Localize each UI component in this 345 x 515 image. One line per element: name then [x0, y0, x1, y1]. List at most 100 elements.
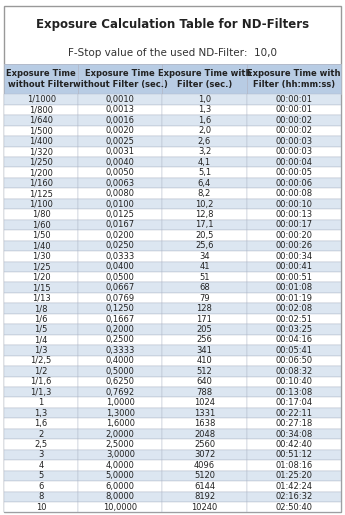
Text: 2: 2 [39, 430, 44, 438]
Text: 3: 3 [39, 451, 44, 459]
Text: 1638: 1638 [194, 419, 215, 428]
Bar [78, 314, 162, 324]
Bar [162, 64, 247, 94]
Text: 2,6: 2,6 [198, 137, 211, 146]
Text: 1/13: 1/13 [32, 294, 51, 303]
Text: 00:00:05: 00:00:05 [275, 168, 312, 177]
Bar [247, 282, 341, 293]
Text: 1,3000: 1,3000 [106, 408, 135, 418]
Text: 00:01:19: 00:01:19 [275, 294, 312, 303]
Text: 2,0000: 2,0000 [106, 430, 135, 438]
Bar [78, 376, 162, 387]
Bar [162, 262, 247, 272]
Text: 4,1: 4,1 [198, 158, 211, 167]
Bar [78, 209, 162, 220]
Text: 1/640: 1/640 [29, 116, 53, 125]
Text: 0,0400: 0,0400 [106, 262, 135, 271]
Text: 00:17:04: 00:17:04 [275, 398, 312, 407]
Bar [4, 471, 78, 481]
Text: 171: 171 [197, 315, 213, 323]
Bar [162, 376, 247, 387]
Bar [247, 115, 341, 126]
Text: 00:00:08: 00:00:08 [275, 189, 312, 198]
Bar [162, 502, 247, 512]
Bar [4, 418, 78, 429]
Text: 00:00:20: 00:00:20 [275, 231, 312, 240]
Bar [4, 491, 78, 502]
Bar [162, 345, 247, 356]
Text: 00:22:11: 00:22:11 [275, 408, 312, 418]
Bar [247, 147, 341, 157]
Bar [4, 64, 78, 94]
Text: 1/400: 1/400 [29, 137, 53, 146]
Text: 1/4: 1/4 [34, 335, 48, 345]
Text: 00:00:26: 00:00:26 [275, 242, 312, 250]
Text: 1,0: 1,0 [198, 95, 211, 104]
Bar [78, 105, 162, 115]
Text: 1/20: 1/20 [32, 273, 50, 282]
Text: 0,0333: 0,0333 [106, 252, 135, 261]
Bar [78, 126, 162, 136]
Text: 00:00:17: 00:00:17 [275, 220, 312, 230]
Bar [247, 356, 341, 366]
Bar [4, 398, 78, 408]
Text: 00:00:34: 00:00:34 [275, 252, 312, 261]
Text: 2048: 2048 [194, 430, 215, 438]
Bar [162, 94, 247, 105]
Text: 1: 1 [39, 398, 44, 407]
Bar [78, 178, 162, 188]
Text: 0,7692: 0,7692 [106, 388, 135, 397]
Text: 00:00:01: 00:00:01 [275, 106, 312, 114]
Bar [4, 450, 78, 460]
Text: 0,1667: 0,1667 [106, 315, 135, 323]
Text: 1,6000: 1,6000 [106, 419, 135, 428]
Text: 1/5: 1/5 [34, 325, 48, 334]
Bar [4, 136, 78, 147]
Text: 2,5000: 2,5000 [106, 440, 135, 449]
Text: 0,0100: 0,0100 [106, 199, 135, 209]
Text: 68: 68 [199, 283, 210, 292]
Text: 00:13:08: 00:13:08 [275, 388, 312, 397]
Text: 00:34:08: 00:34:08 [275, 430, 312, 438]
Bar [78, 251, 162, 262]
Bar [162, 439, 247, 450]
Bar [4, 94, 78, 105]
Bar [162, 115, 247, 126]
Bar [162, 450, 247, 460]
Text: 02:16:32: 02:16:32 [275, 492, 312, 501]
Text: 6,0000: 6,0000 [106, 482, 135, 491]
Text: 0,2000: 0,2000 [106, 325, 135, 334]
Text: 1,0000: 1,0000 [106, 398, 135, 407]
Bar [247, 272, 341, 282]
Text: 1/1,6: 1/1,6 [30, 377, 52, 386]
Text: 00:00:02: 00:00:02 [275, 116, 312, 125]
Bar [78, 460, 162, 471]
Text: 4096: 4096 [194, 461, 215, 470]
Text: 0,0769: 0,0769 [106, 294, 135, 303]
Bar [247, 262, 341, 272]
Text: 0,4000: 0,4000 [106, 356, 135, 365]
Bar [247, 366, 341, 376]
Bar [78, 356, 162, 366]
Text: 1/250: 1/250 [29, 158, 53, 167]
Text: 512: 512 [197, 367, 213, 376]
Bar [78, 450, 162, 460]
Bar [162, 157, 247, 167]
Text: 5,0000: 5,0000 [106, 471, 135, 480]
Bar [78, 94, 162, 105]
Bar [247, 199, 341, 209]
Text: 788: 788 [196, 388, 213, 397]
Text: 1/1000: 1/1000 [27, 95, 56, 104]
Bar [4, 293, 78, 303]
Text: 256: 256 [197, 335, 213, 345]
Bar [162, 303, 247, 314]
Bar [162, 251, 247, 262]
Text: 1,3: 1,3 [34, 408, 48, 418]
Text: 0,0025: 0,0025 [106, 137, 135, 146]
Bar [162, 126, 247, 136]
Text: 640: 640 [197, 377, 213, 386]
Text: 00:00:04: 00:00:04 [275, 158, 312, 167]
Bar [247, 126, 341, 136]
Bar [162, 408, 247, 418]
Bar [78, 230, 162, 241]
